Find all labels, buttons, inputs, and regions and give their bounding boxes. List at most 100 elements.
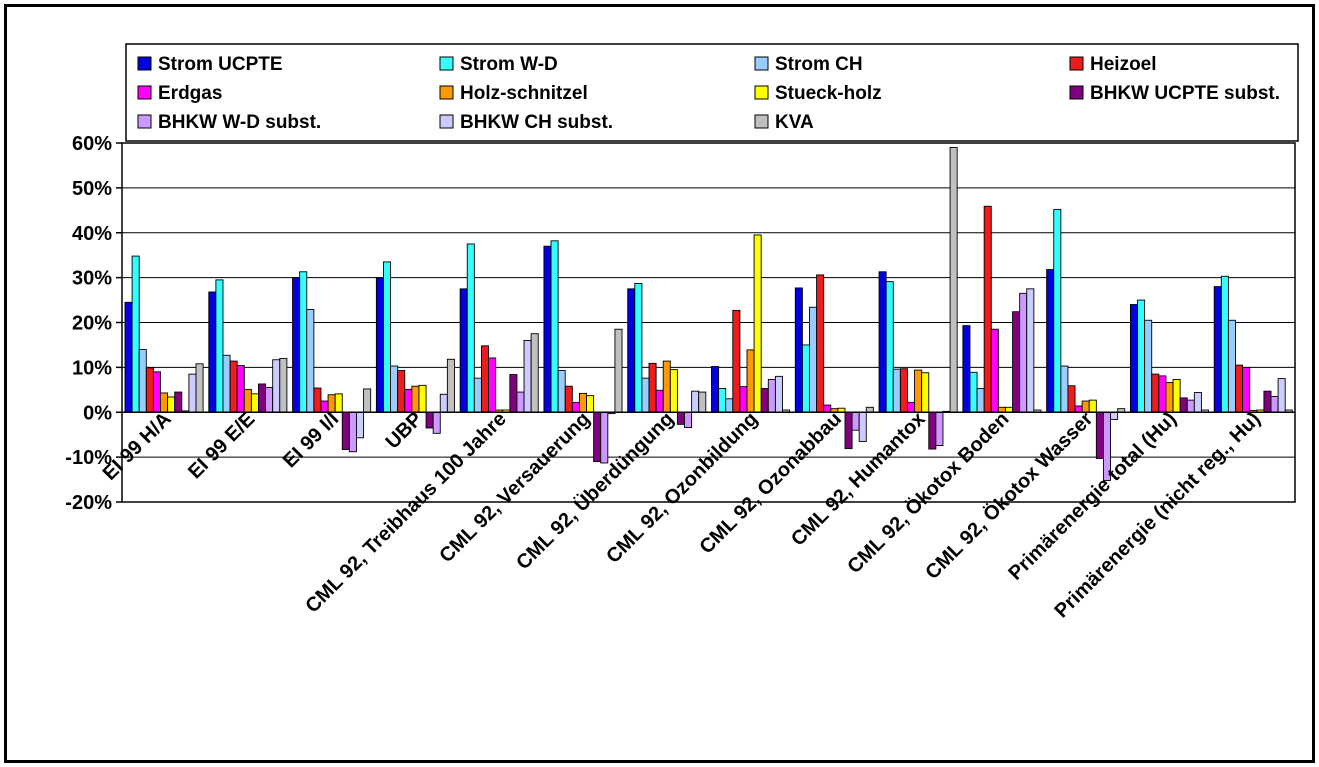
y-axis-tick-labels: -20% -10% 0% 10% 20% 30% 40% 50% 60% — [65, 133, 112, 514]
bar-strom-ucpte-ei-99-i-i — [292, 277, 301, 413]
bar-erdgas-cml-92-ökotox-boden — [990, 328, 999, 413]
bar-strom-w-d-ei-99-e-e — [215, 279, 224, 413]
bar-strom-w-d-primärenergie-total-hu — [1137, 299, 1146, 413]
bar-bhkw-ch-subst-cml-92-ökotox-wasser — [1110, 411, 1119, 420]
legend-label: Heizoel — [1090, 54, 1157, 75]
legend-label: Stueck-holz — [775, 83, 882, 104]
bar-kva-ei-99-h-a — [195, 363, 204, 413]
legend-label: BHKW UCPTE subst. — [1090, 83, 1280, 104]
bar-bhkw-w-d-subst-primärenergie-nicht-reg-hu — [1270, 396, 1279, 413]
legend-label: Holz-schnitzel — [460, 83, 588, 104]
y-axis-tick-label: 50% — [72, 178, 112, 200]
bar-bhkw-ucpte-subst-cml-92-ökotox-wasser — [1095, 411, 1104, 459]
bar-stueck-holz-cml-92-überdüngung — [669, 369, 678, 413]
legend-swatch — [754, 114, 769, 129]
bar-heizoel-cml-92-treibhaus-100-jahre — [480, 345, 489, 413]
bar-strom-ucpte-primärenergie-nicht-reg-hu — [1213, 286, 1222, 413]
bar-bhkw-w-d-subst-ubp — [432, 411, 441, 434]
bar-bhkw-ucpte-subst-cml-92-ozonabbau — [844, 411, 853, 450]
series-heizoel — [145, 205, 1244, 413]
axes — [116, 142, 1296, 503]
bar-bhkw-ucpte-subst-cml-92-ozonbildung — [760, 388, 769, 413]
bar-bhkw-ch-subst-primärenergie-total-hu — [1193, 392, 1202, 413]
legend-swatch — [439, 85, 454, 100]
bar-stueck-holz-ubp — [418, 384, 427, 413]
bar-heizoel-primärenergie-total-hu — [1151, 373, 1160, 413]
bar-kva-ubp — [446, 358, 455, 413]
bar-strom-ch-cml-92-humantox — [892, 368, 901, 413]
bar-bhkw-w-d-subst-cml-92-überdüngung — [684, 411, 693, 428]
bar-strom-ucpte-cml-92-ökotox-boden — [962, 325, 971, 413]
bar-stueck-holz-cml-92-ökotox-wasser — [1088, 399, 1097, 413]
y-axis-tick-label: 20% — [72, 313, 112, 335]
bar-bhkw-ch-subst-cml-92-ozonabbau — [858, 411, 867, 442]
bar-strom-ucpte-cml-92-ökotox-wasser — [1046, 269, 1055, 413]
bar-strom-ucpte-ubp — [375, 277, 384, 413]
legend-item-strom-ch: Strom CH — [754, 54, 863, 75]
bar-bhkw-w-d-subst-cml-92-humantox — [935, 411, 944, 446]
bar-strom-w-d-cml-92-humantox — [885, 281, 894, 413]
bar-bhkw-w-d-subst-cml-92-treibhaus-100-jahre — [516, 391, 525, 413]
legend-item-bhkw-ch-subst: BHKW CH subst. — [439, 112, 613, 133]
bar-strom-w-d-ei-99-h-a — [131, 255, 140, 413]
legend-swatch — [754, 56, 769, 71]
bar-heizoel-cml-92-ökotox-wasser — [1067, 385, 1076, 413]
bar-strom-ch-ei-99-h-a — [138, 348, 147, 413]
bar-bhkw-ucpte-subst-ei-99-e-e — [258, 383, 267, 413]
legend-swatch — [439, 56, 454, 71]
legend-item-holz-schnitzel: Holz-schnitzel — [439, 83, 588, 104]
bar-bhkw-w-d-subst-cml-92-versauerung — [600, 411, 609, 464]
bar-heizoel-cml-92-überdüngung — [648, 362, 657, 413]
bar-strom-ch-cml-92-ökotox-boden — [976, 388, 985, 413]
bar-strom-ucpte-cml-92-ozonabbau — [794, 287, 803, 413]
bar-holz-schnitzel-cml-92-überdüngung — [662, 360, 671, 413]
legend: Strom UCPTE Strom W-D Strom CH Heizoel Erdga… — [125, 43, 1299, 142]
bar-heizoel-primärenergie-nicht-reg-hu — [1235, 364, 1244, 413]
bar-strom-ucpte-cml-92-überdüngung — [627, 288, 636, 413]
bar-bhkw-ch-subst-ubp — [439, 393, 448, 413]
legend-item-kva: KVA — [754, 112, 814, 133]
legend-label: KVA — [775, 112, 814, 133]
bar-bhkw-ucpte-subst-ei-99-h-a — [174, 391, 183, 413]
bar-heizoel-cml-92-humantox — [899, 368, 908, 413]
y-axis-tick-label: -10% — [65, 447, 112, 469]
legend-label: Erdgas — [158, 83, 222, 104]
bar-holz-schnitzel-cml-92-humantox — [914, 369, 923, 413]
bar-strom-w-d-cml-92-treibhaus-100-jahre — [466, 243, 475, 413]
bar-holz-schnitzel-ubp — [411, 385, 420, 413]
bar-strom-w-d-ei-99-i-i — [299, 271, 308, 413]
bar-erdgas-primärenergie-total-hu — [1158, 375, 1167, 413]
bar-bhkw-ch-subst-ei-99-h-a — [188, 373, 197, 413]
bar-stueck-holz-ei-99-e-e — [250, 393, 259, 413]
bar-bhkw-ucpte-subst-primärenergie-nicht-reg-hu — [1263, 390, 1272, 413]
legend-box — [125, 43, 1299, 142]
legend-swatch — [137, 114, 152, 129]
legend-label: BHKW W-D subst. — [158, 112, 321, 133]
bar-stueck-holz-ei-99-h-a — [167, 396, 176, 413]
bar-kva-cml-92-überdüngung — [698, 391, 707, 413]
bar-strom-ch-cml-92-überdüngung — [641, 377, 650, 413]
bar-strom-ucpte-cml-92-treibhaus-100-jahre — [459, 288, 468, 413]
bar-erdgas-cml-92-treibhaus-100-jahre — [488, 357, 497, 413]
bar-strom-w-d-cml-92-ökotox-boden — [969, 371, 978, 413]
bar-bhkw-ch-subst-cml-92-ökotox-boden — [1026, 288, 1035, 413]
legend-label: Strom CH — [775, 54, 863, 75]
bar-holz-schnitzel-ei-99-e-e — [243, 388, 252, 413]
bar-kva-cml-92-humantox — [949, 147, 958, 413]
bar-kva-ei-99-i-i — [363, 388, 372, 413]
y-axis-tick-label: 0% — [83, 402, 112, 424]
bar-bhkw-ucpte-subst-ei-99-i-i — [341, 411, 350, 450]
bar-strom-w-d-primärenergie-nicht-reg-hu — [1220, 275, 1229, 413]
bar-strom-ucpte-cml-92-humantox — [878, 271, 887, 413]
bar-bhkw-w-d-subst-ei-99-i-i — [348, 411, 357, 453]
bar-bhkw-ucpte-subst-ubp — [425, 411, 434, 429]
bar-heizoel-ei-99-e-e — [229, 360, 238, 413]
bar-strom-ucpte-cml-92-versauerung — [543, 245, 552, 413]
bar-holz-schnitzel-primärenergie-total-hu — [1165, 382, 1174, 413]
bar-strom-ch-ei-99-e-e — [222, 354, 231, 413]
bar-strom-w-d-cml-92-ozonbildung — [718, 388, 727, 413]
legend-label: Strom W-D — [460, 54, 558, 75]
bar-bhkw-ucpte-subst-cml-92-ökotox-boden — [1012, 311, 1021, 413]
bar-bhkw-ch-subst-ei-99-e-e — [272, 359, 281, 413]
